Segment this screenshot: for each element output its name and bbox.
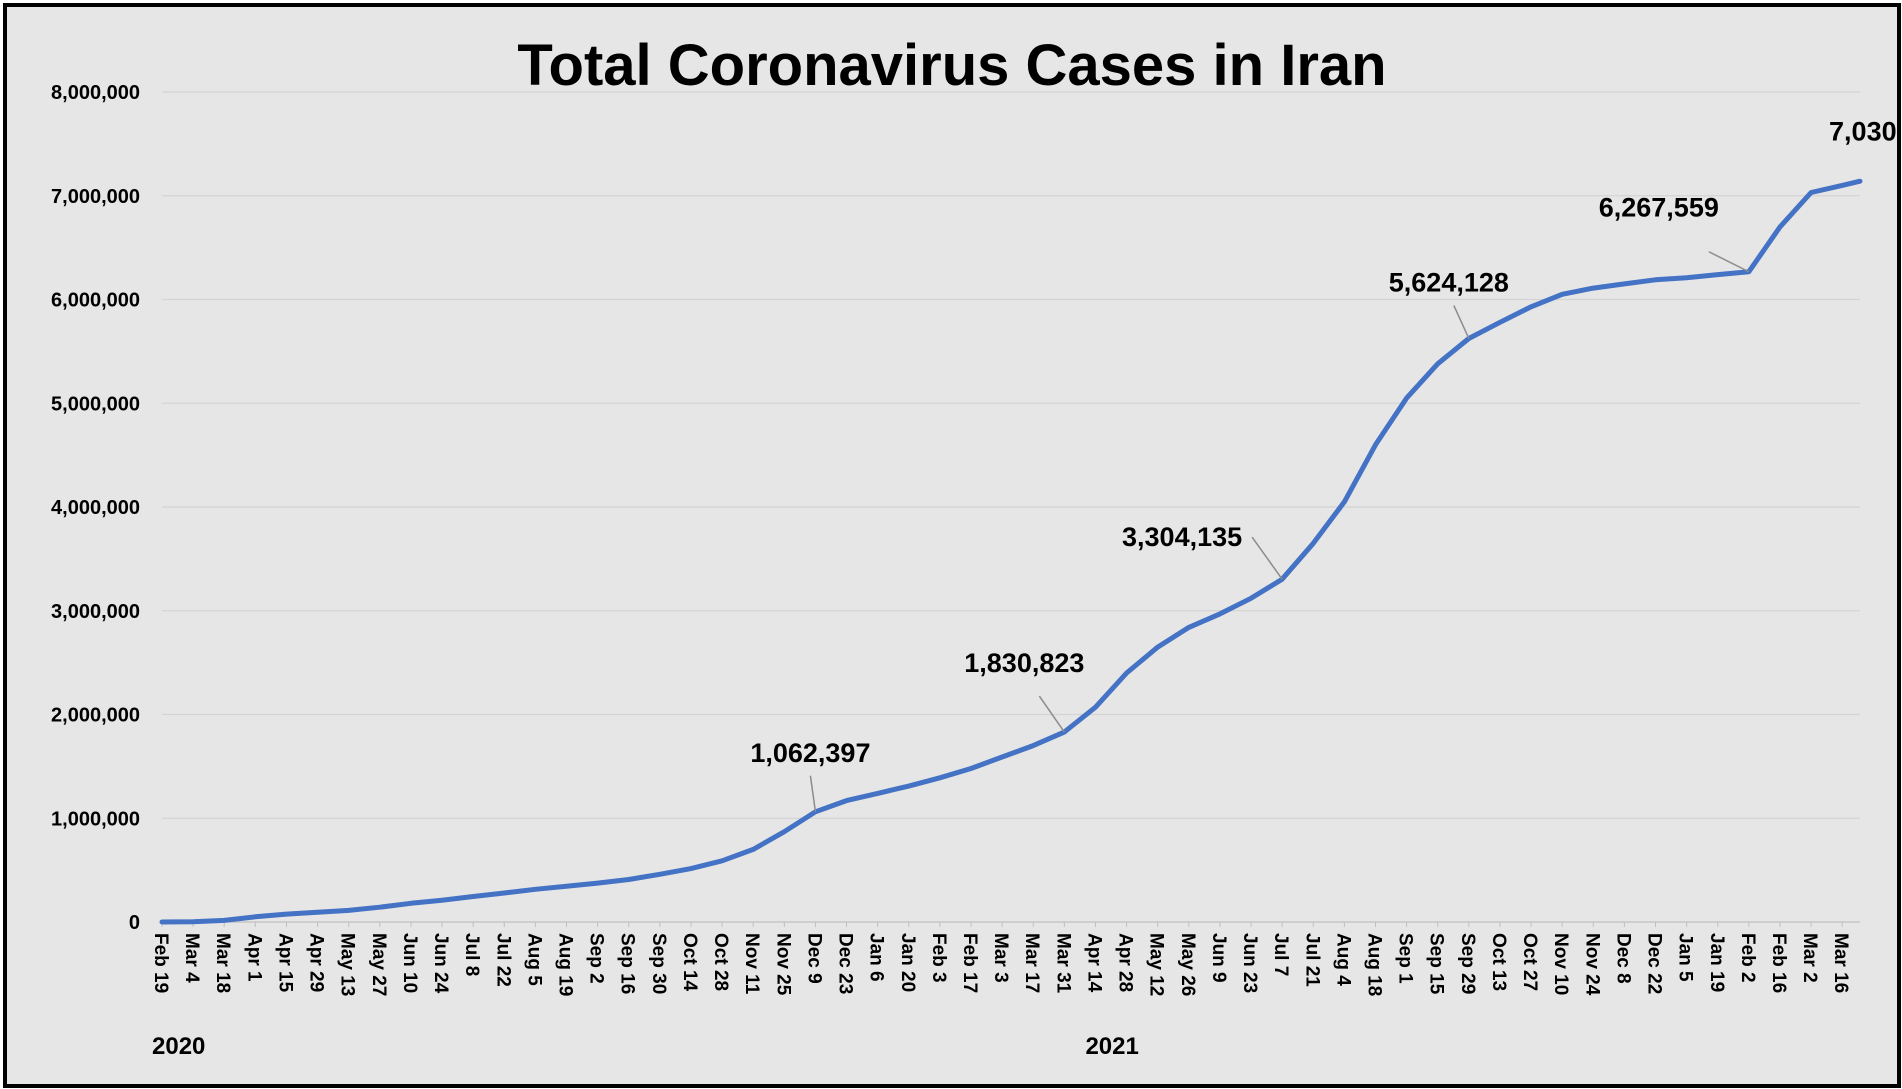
x-tick-label: Mar 4 [181, 933, 202, 983]
x-tick-label: Apr 14 [1083, 933, 1104, 993]
gridlines [162, 91, 1860, 923]
chart-title: Total Coronavirus Cases in Iran [517, 33, 1386, 98]
x-tick-label: Mar 3 [990, 933, 1011, 983]
x-tick-label: Oct 28 [710, 933, 731, 991]
annotation-leader [1708, 251, 1750, 273]
x-tick-label: Sep 15 [1426, 933, 1447, 995]
x-tick-label: Mar 18 [212, 933, 233, 993]
annotation-label: 6,267,559 [1599, 193, 1719, 223]
x-tick-label: Jul 8 [461, 933, 482, 976]
annotation-label: 1,830,823 [964, 648, 1084, 678]
y-tick-label: 4,000,000 [51, 497, 140, 519]
x-tick-label: Nov 11 [741, 933, 762, 995]
chart-frame: Total Coronavirus Cases in Iran 0 1,000,0… [3, 3, 1901, 1088]
x-tick-label: Dec 9 [803, 933, 824, 984]
x-tick-label: May 13 [337, 933, 358, 996]
x-tick-label: Oct 13 [1488, 933, 1509, 991]
x-tick-label: Sep 1 [1395, 933, 1416, 984]
x-tick-label: Jan 20 [897, 933, 918, 992]
x-tick-label: Sep 2 [586, 933, 607, 984]
x-tick-label: Jun 10 [399, 933, 420, 993]
annotation-leader [809, 775, 817, 812]
x-tick-label: Jul 21 [1301, 933, 1322, 987]
x-tick-label: Dec 22 [1644, 933, 1665, 994]
x-tick-label: May 12 [1146, 933, 1167, 996]
x-tick-label: Feb 3 [928, 933, 949, 983]
y-tick-label: 2,000,000 [51, 705, 140, 727]
year-label: 2020 [152, 1033, 205, 1060]
x-tick-label: Feb 17 [959, 933, 980, 993]
x-tick-label: Jan 19 [1706, 933, 1727, 992]
x-tick-label: Jan 6 [866, 933, 887, 982]
x-tick-label: Jun 23 [1239, 933, 1260, 993]
year-label: 2021 [1085, 1033, 1138, 1060]
x-axis: Feb 19 Mar 4 Mar 18 Apr 1 Apr 15 Apr 29 May 13… [150, 922, 1851, 996]
x-tick-label: Aug 4 [1332, 933, 1353, 986]
x-tick-label: Mar 31 [1052, 933, 1073, 994]
annotation-label: 5,624,128 [1389, 267, 1509, 297]
x-tick-label: Jan 5 [1675, 933, 1696, 982]
x-tick-label: Feb 19 [150, 933, 171, 993]
y-tick-label: 8,000,000 [51, 82, 140, 104]
series-line [159, 178, 1863, 925]
x-tick-label: May 26 [1177, 933, 1198, 996]
x-tick-label: Sep 30 [648, 933, 669, 994]
annotation-label: 3,304,135 [1122, 522, 1242, 552]
x-tick-label: Oct 14 [679, 933, 700, 992]
x-tick-label: Aug 19 [554, 933, 575, 996]
year-labels: 2020 2021 [152, 1033, 1139, 1060]
x-tick-label: Aug 18 [1363, 933, 1384, 996]
x-tick-label: Jul 7 [1270, 933, 1291, 976]
x-tick-label: Feb 2 [1737, 933, 1758, 983]
annotation-leader [1251, 536, 1283, 580]
x-tick-label: Apr 1 [243, 933, 264, 982]
annotation-label: 7,030,943 [1829, 117, 1897, 147]
x-tick-label: Jun 9 [1208, 933, 1229, 983]
plot-area [159, 178, 1863, 925]
y-tick-label: 1,000,000 [51, 808, 140, 830]
x-tick-label: Jun 24 [430, 933, 451, 994]
y-tick-label: 3,000,000 [51, 601, 140, 623]
y-tick-label: 0 [129, 912, 140, 934]
x-tick-label: Mar 17 [1021, 933, 1042, 993]
x-tick-label: May 27 [368, 933, 389, 996]
y-tick-label: 5,000,000 [51, 393, 140, 415]
x-tick-label: Nov 10 [1550, 933, 1571, 995]
y-tick-label: 6,000,000 [51, 290, 140, 312]
x-tick-label: Nov 25 [772, 933, 793, 996]
annotation-label: 1,062,397 [750, 738, 870, 768]
x-tick-label: Sep 16 [617, 933, 638, 994]
y-axis: 0 1,000,000 2,000,000 3,000,000 4,000,000 5,0… [51, 82, 140, 934]
x-tick-label: Sep 29 [1457, 933, 1478, 994]
x-tick-label: Oct 27 [1519, 933, 1540, 991]
x-tick-label: Jul 22 [492, 933, 513, 987]
x-tick-label: Apr 29 [306, 933, 327, 992]
x-tick-label: Aug 5 [523, 933, 544, 986]
annotations: 1,062,397 1,830,823 3,304,135 5,624,128 6,26… [750, 117, 1897, 812]
x-tick-label: Apr 28 [1115, 933, 1136, 992]
x-tick-label: Dec 23 [835, 933, 856, 994]
x-tick-label: Mar 2 [1799, 933, 1820, 983]
x-tick-label: Nov 24 [1581, 933, 1602, 996]
line-chart: Total Coronavirus Cases in Iran 0 1,000,0… [51, 33, 1897, 1060]
x-tick-label: Feb 16 [1768, 933, 1789, 993]
x-tick-label: Dec 8 [1612, 933, 1633, 984]
annotation-leader [1038, 695, 1065, 733]
y-tick-label: 7,000,000 [51, 186, 140, 208]
x-tick-label: Apr 15 [274, 933, 295, 993]
x-tick-label: Mar 16 [1830, 933, 1851, 993]
annotation-leader [1453, 305, 1470, 339]
